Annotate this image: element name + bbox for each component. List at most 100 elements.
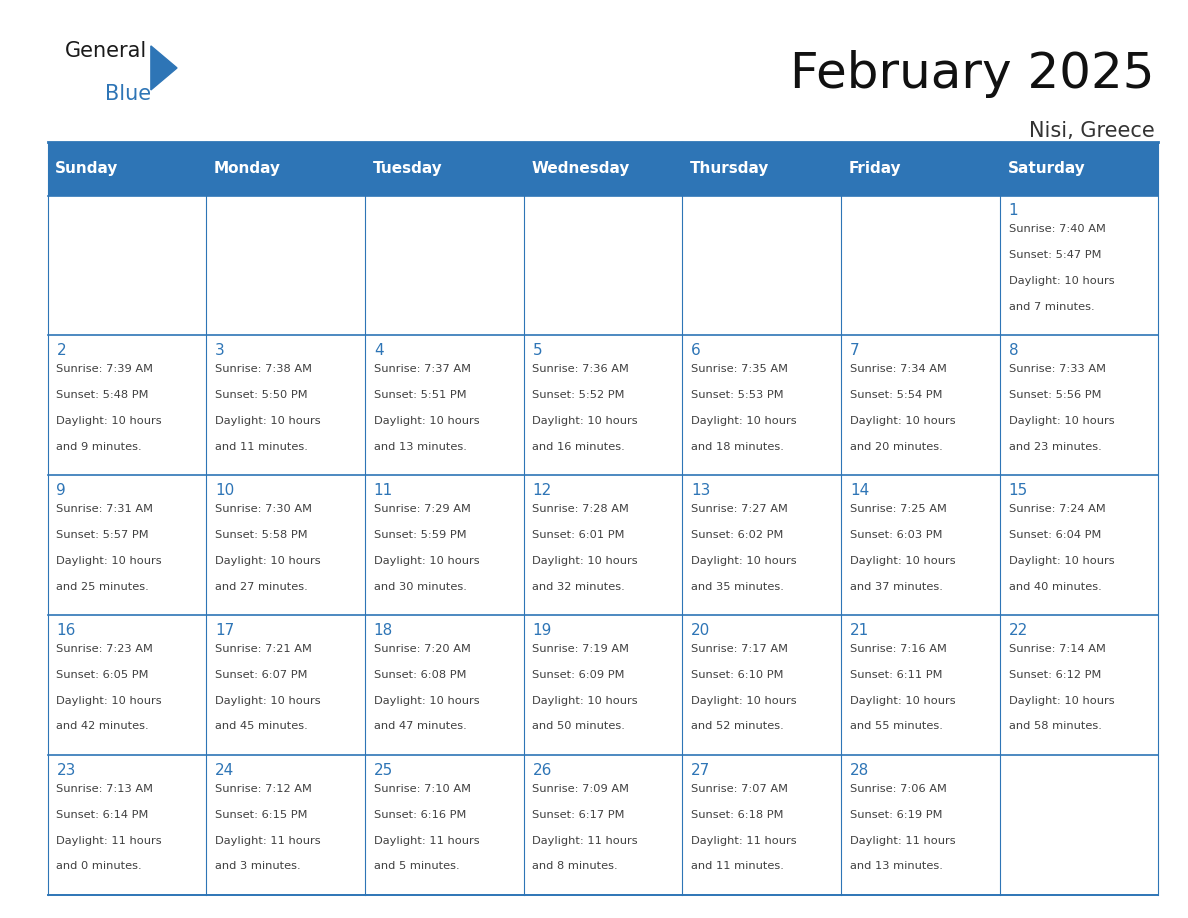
Bar	[48, 615, 207, 756]
Text: 20: 20	[691, 622, 710, 638]
Text: and 37 minutes.: and 37 minutes.	[849, 582, 943, 591]
Bar	[207, 196, 365, 335]
Bar	[524, 476, 682, 615]
Bar	[207, 142, 365, 196]
Text: and 16 minutes.: and 16 minutes.	[532, 442, 625, 452]
Text: Wednesday: Wednesday	[531, 162, 630, 176]
Text: 23: 23	[56, 763, 76, 778]
Text: Daylight: 10 hours: Daylight: 10 hours	[849, 696, 955, 706]
Bar	[999, 196, 1158, 335]
Text: Daylight: 10 hours: Daylight: 10 hours	[691, 416, 797, 426]
Text: Sunset: 6:01 PM: Sunset: 6:01 PM	[532, 530, 625, 540]
Text: and 50 minutes.: and 50 minutes.	[532, 722, 625, 732]
Text: Saturday: Saturday	[1007, 162, 1085, 176]
Text: Daylight: 10 hours: Daylight: 10 hours	[1009, 276, 1114, 285]
Text: Sunrise: 7:13 AM: Sunrise: 7:13 AM	[56, 784, 153, 794]
Text: Sunset: 5:48 PM: Sunset: 5:48 PM	[56, 390, 148, 400]
Text: and 7 minutes.: and 7 minutes.	[1009, 302, 1094, 312]
Text: 13: 13	[691, 483, 710, 498]
Text: 5: 5	[532, 343, 542, 358]
Text: and 13 minutes.: and 13 minutes.	[374, 442, 467, 452]
Text: 24: 24	[215, 763, 234, 778]
Text: and 20 minutes.: and 20 minutes.	[849, 442, 942, 452]
Text: Sunset: 6:18 PM: Sunset: 6:18 PM	[691, 810, 784, 820]
Text: and 40 minutes.: and 40 minutes.	[1009, 582, 1101, 591]
Text: and 30 minutes.: and 30 minutes.	[374, 582, 467, 591]
Text: Sunset: 6:02 PM: Sunset: 6:02 PM	[691, 530, 784, 540]
Bar	[999, 476, 1158, 615]
Bar	[841, 335, 999, 476]
Bar	[841, 476, 999, 615]
Text: and 11 minutes.: and 11 minutes.	[691, 861, 784, 871]
Text: Daylight: 11 hours: Daylight: 11 hours	[691, 835, 797, 845]
Text: 4: 4	[374, 343, 384, 358]
Bar	[999, 142, 1158, 196]
Text: Daylight: 10 hours: Daylight: 10 hours	[532, 416, 638, 426]
Text: Daylight: 10 hours: Daylight: 10 hours	[691, 555, 797, 565]
Text: Sunrise: 7:10 AM: Sunrise: 7:10 AM	[374, 784, 470, 794]
Text: and 52 minutes.: and 52 minutes.	[691, 722, 784, 732]
Bar	[524, 335, 682, 476]
Text: and 3 minutes.: and 3 minutes.	[215, 861, 301, 871]
Text: Sunrise: 7:19 AM: Sunrise: 7:19 AM	[532, 644, 630, 654]
Text: Sunrise: 7:37 AM: Sunrise: 7:37 AM	[374, 364, 470, 374]
Bar	[48, 756, 207, 895]
Text: Sunset: 6:10 PM: Sunset: 6:10 PM	[691, 670, 784, 679]
Bar	[207, 756, 365, 895]
Text: Sunset: 6:16 PM: Sunset: 6:16 PM	[374, 810, 466, 820]
Bar	[682, 615, 841, 756]
Text: Sunset: 6:09 PM: Sunset: 6:09 PM	[532, 670, 625, 679]
Text: Daylight: 10 hours: Daylight: 10 hours	[215, 696, 321, 706]
Text: Sunrise: 7:16 AM: Sunrise: 7:16 AM	[849, 644, 947, 654]
Text: Sunrise: 7:39 AM: Sunrise: 7:39 AM	[56, 364, 153, 374]
Text: Daylight: 10 hours: Daylight: 10 hours	[532, 555, 638, 565]
Text: and 8 minutes.: and 8 minutes.	[532, 861, 618, 871]
Text: 18: 18	[374, 622, 393, 638]
Text: Daylight: 11 hours: Daylight: 11 hours	[215, 835, 321, 845]
Text: Daylight: 10 hours: Daylight: 10 hours	[56, 416, 162, 426]
Text: Sunset: 5:56 PM: Sunset: 5:56 PM	[1009, 390, 1101, 400]
Text: and 23 minutes.: and 23 minutes.	[1009, 442, 1101, 452]
Text: Sunset: 5:47 PM: Sunset: 5:47 PM	[1009, 250, 1101, 260]
Text: 2: 2	[56, 343, 67, 358]
Text: Sunrise: 7:24 AM: Sunrise: 7:24 AM	[1009, 504, 1105, 514]
Text: and 47 minutes.: and 47 minutes.	[374, 722, 467, 732]
Text: Daylight: 11 hours: Daylight: 11 hours	[56, 835, 162, 845]
Text: 21: 21	[849, 622, 870, 638]
Bar	[207, 335, 365, 476]
Bar	[682, 756, 841, 895]
Text: and 58 minutes.: and 58 minutes.	[1009, 722, 1101, 732]
Text: and 9 minutes.: and 9 minutes.	[56, 442, 143, 452]
Text: Sunrise: 7:29 AM: Sunrise: 7:29 AM	[374, 504, 470, 514]
Text: Daylight: 10 hours: Daylight: 10 hours	[532, 696, 638, 706]
Text: 15: 15	[1009, 483, 1028, 498]
Text: Daylight: 10 hours: Daylight: 10 hours	[56, 555, 162, 565]
Text: Sunset: 5:59 PM: Sunset: 5:59 PM	[374, 530, 467, 540]
Text: Sunrise: 7:17 AM: Sunrise: 7:17 AM	[691, 644, 788, 654]
Text: Sunset: 6:17 PM: Sunset: 6:17 PM	[532, 810, 625, 820]
Bar	[999, 335, 1158, 476]
Text: and 27 minutes.: and 27 minutes.	[215, 582, 308, 591]
Bar	[524, 756, 682, 895]
Bar	[524, 615, 682, 756]
Text: and 32 minutes.: and 32 minutes.	[532, 582, 625, 591]
Text: Nisi, Greece: Nisi, Greece	[1029, 121, 1155, 141]
Bar	[207, 476, 365, 615]
Bar	[841, 142, 999, 196]
Text: and 5 minutes.: and 5 minutes.	[374, 861, 460, 871]
Bar	[48, 196, 207, 335]
Text: Daylight: 11 hours: Daylight: 11 hours	[532, 835, 638, 845]
Text: Sunrise: 7:23 AM: Sunrise: 7:23 AM	[56, 644, 153, 654]
Text: Tuesday: Tuesday	[373, 162, 442, 176]
Bar	[682, 142, 841, 196]
Text: 19: 19	[532, 622, 552, 638]
Text: Daylight: 10 hours: Daylight: 10 hours	[56, 696, 162, 706]
Bar	[207, 615, 365, 756]
Text: 16: 16	[56, 622, 76, 638]
Text: Sunrise: 7:33 AM: Sunrise: 7:33 AM	[1009, 364, 1106, 374]
Bar	[841, 756, 999, 895]
Text: Sunset: 6:04 PM: Sunset: 6:04 PM	[1009, 530, 1101, 540]
Text: Daylight: 10 hours: Daylight: 10 hours	[691, 696, 797, 706]
Text: Sunrise: 7:06 AM: Sunrise: 7:06 AM	[849, 784, 947, 794]
Text: Sunrise: 7:12 AM: Sunrise: 7:12 AM	[215, 784, 312, 794]
